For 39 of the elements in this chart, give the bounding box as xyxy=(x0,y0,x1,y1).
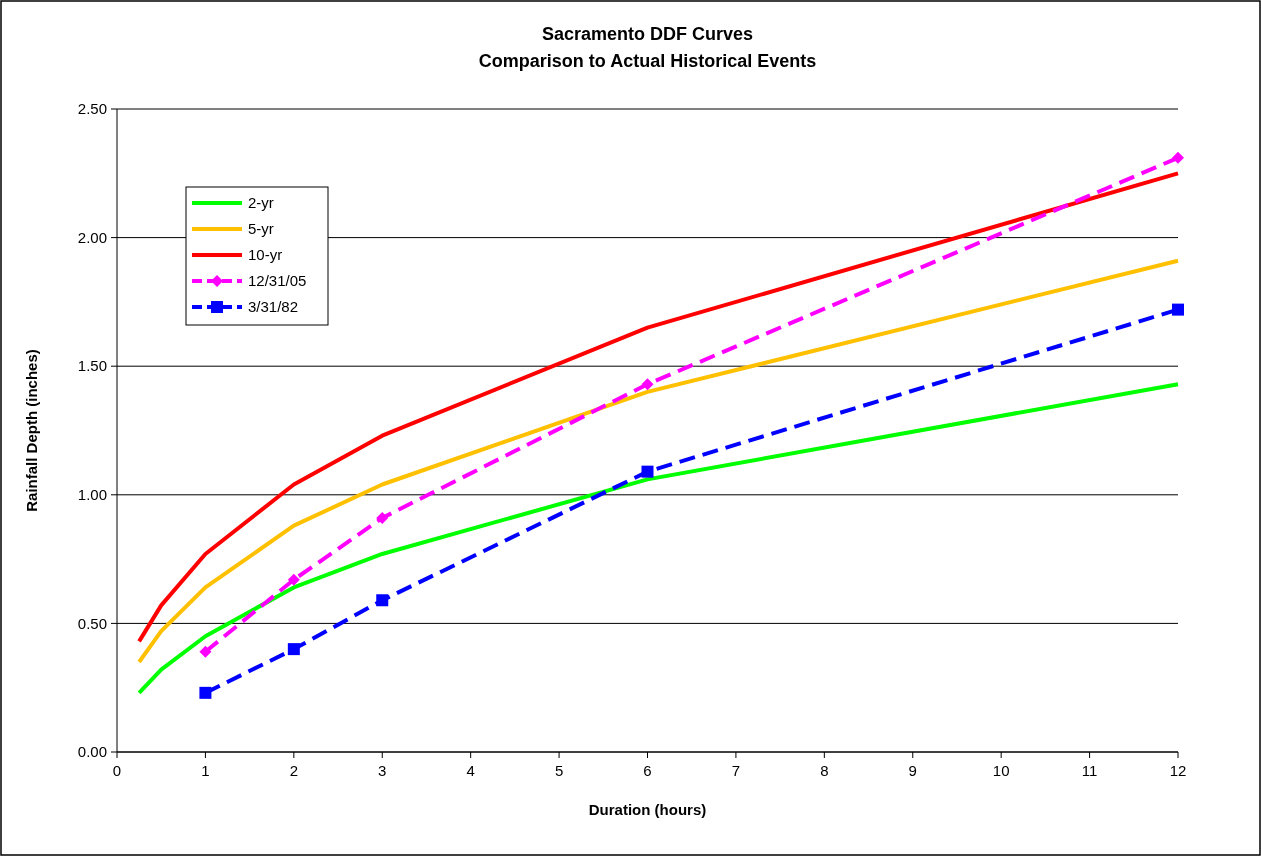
x-tick-label: 3 xyxy=(378,762,387,779)
y-tick-label: 2.50 xyxy=(77,100,107,118)
line-series xyxy=(137,382,1180,695)
y-axis-title: Rainfall Depth (inches) xyxy=(23,349,40,512)
x-tick-label: 8 xyxy=(820,762,829,779)
chart-subtitle: Comparison to Actual Historical Events xyxy=(478,51,817,71)
x-tick-label: 6 xyxy=(643,762,652,779)
x-tick-label: 4 xyxy=(466,762,475,779)
x-tick-label: 5 xyxy=(554,762,564,779)
point xyxy=(287,643,300,656)
x-tick-label: 2 xyxy=(289,762,299,779)
point xyxy=(641,465,654,478)
x-tick-label: 0 xyxy=(112,762,122,779)
point xyxy=(199,645,212,658)
legend-label: 12/31/05 xyxy=(248,272,307,290)
y-tick-label: 1.00 xyxy=(77,486,107,504)
y-tick-label: 1.50 xyxy=(77,357,107,375)
x-tick-label: 11 xyxy=(1081,762,1098,779)
legend-label: 3/31/82 xyxy=(248,298,299,316)
point xyxy=(376,594,389,607)
x-tick-label: 7 xyxy=(731,762,741,779)
point xyxy=(287,573,300,586)
x-tick-label: 9 xyxy=(908,762,917,779)
point xyxy=(199,686,212,699)
y-tick-label: 0.00 xyxy=(77,743,107,761)
legend-label: 10-yr xyxy=(248,246,283,264)
x-tick-label: 10 xyxy=(992,762,1010,779)
legend-label: 2-yr xyxy=(248,194,274,212)
x-tick-label: 1 xyxy=(201,762,210,779)
point xyxy=(641,378,654,391)
y-tick-label: 2.00 xyxy=(77,228,107,246)
point xyxy=(376,511,389,524)
point xyxy=(1172,151,1184,164)
point xyxy=(1172,303,1184,316)
y-tick-label: 0.50 xyxy=(77,614,107,632)
x-axis-title: Duration (hours) xyxy=(588,801,707,818)
x-tick-label: 12 xyxy=(1169,762,1187,779)
chart-title: Sacramento DDF Curves xyxy=(541,24,754,44)
legend-label: 5-yr xyxy=(248,220,274,238)
